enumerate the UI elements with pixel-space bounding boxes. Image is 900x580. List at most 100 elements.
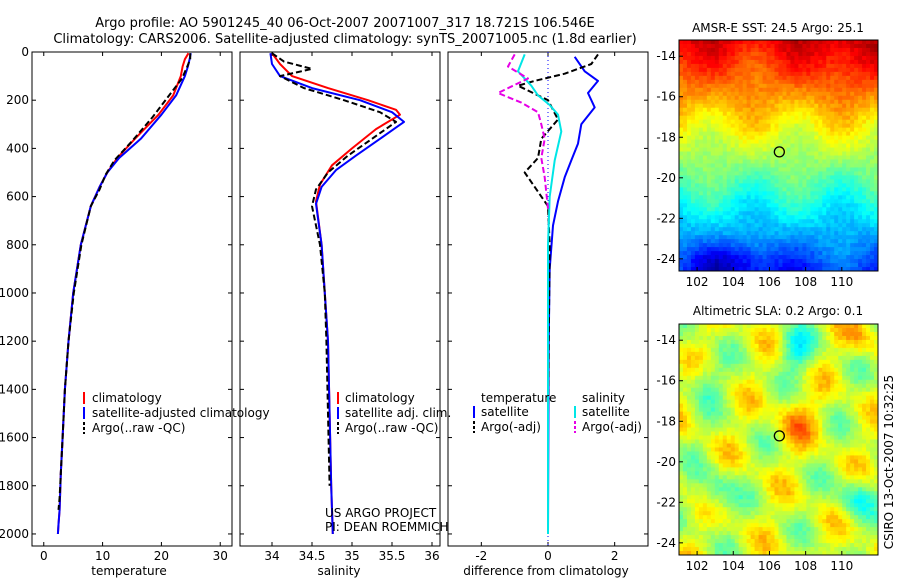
heatmap-cell (854, 91, 859, 97)
heatmap-cell (766, 103, 771, 109)
heatmap-cell (818, 215, 823, 220)
heatmap-cell (746, 163, 752, 168)
heatmap-cell (702, 339, 708, 345)
heatmap-cell (730, 383, 736, 389)
heatmap-cell (826, 239, 831, 244)
heatmap-cell (726, 183, 732, 188)
heatmap-cell (742, 63, 748, 69)
heatmap-cell (866, 75, 871, 81)
heatmap-cell (762, 191, 767, 196)
heatmap-cell (738, 551, 744, 555)
heatmap-cell (786, 167, 791, 172)
heatmap-cell (850, 179, 855, 184)
heatmap-cell (738, 59, 744, 65)
heatmap-cell (726, 419, 732, 424)
heatmap-cell (746, 83, 752, 89)
heatmap-cell (842, 127, 847, 132)
heatmap-cell (746, 391, 752, 397)
heatmap-cell (758, 147, 763, 152)
heatmap-cell (746, 347, 752, 353)
heatmap-cell (702, 463, 708, 468)
heatmap-cell (858, 91, 863, 97)
heatmap-cell (758, 255, 763, 260)
heatmap-cell (782, 367, 787, 373)
heatmap-cell (794, 475, 799, 480)
heatmap-cell (690, 395, 696, 401)
heatmap-cell (826, 203, 831, 208)
heatmap-cell (762, 87, 767, 93)
heatmap-cell (690, 519, 696, 524)
heatmap-cell (754, 403, 759, 409)
heatmap-cell (806, 115, 811, 121)
heatmap-cell (842, 135, 847, 140)
heatmap-cell (846, 239, 851, 244)
heatmap-cell (822, 131, 827, 136)
heatmap-cell (706, 163, 712, 168)
heatmap-cell (766, 71, 771, 77)
pi-annotation: PI: DEAN ROEMMICH (325, 520, 448, 534)
heatmap-cell (718, 263, 724, 268)
heatmap-cell (686, 415, 692, 420)
heatmap-cell (786, 43, 791, 49)
heatmap-cell (702, 451, 708, 456)
heatmap-cell (818, 199, 823, 204)
heatmap-cell (854, 143, 859, 148)
heatmap-cell (682, 391, 688, 397)
heatmap-cell (722, 519, 728, 524)
heatmap-cell (858, 63, 863, 69)
heatmap-cell (758, 527, 763, 532)
heatmap-cell (774, 451, 779, 456)
heatmap-cell (702, 491, 708, 496)
heatmap-cell (858, 243, 863, 248)
heatmap-cell (718, 431, 724, 436)
heatmap-cell (690, 391, 696, 397)
heatmap-cell (726, 375, 732, 381)
heatmap-cell (818, 103, 823, 109)
heatmap-cell (738, 543, 744, 548)
heatmap-cell (870, 79, 875, 85)
heatmap-cell (770, 247, 775, 252)
heatmap-cell (786, 523, 791, 528)
heatmap-cell (690, 363, 696, 369)
heatmap-cell (782, 95, 787, 101)
salinity-panel-frame (239, 51, 441, 547)
heatmap-cell (750, 535, 756, 540)
heatmap-cell (690, 399, 696, 405)
heatmap-cell (794, 191, 799, 196)
heatmap-cell (706, 219, 712, 224)
heatmap-cell (778, 391, 783, 397)
heatmap-cell (786, 159, 791, 164)
heatmap-cell (770, 259, 775, 264)
heatmap-cell (710, 135, 716, 140)
heatmap-cell (710, 339, 716, 345)
heatmap-cell (682, 111, 688, 117)
heatmap-cell (702, 543, 708, 548)
heatmap-cell (686, 59, 692, 65)
heatmap-cell (730, 415, 736, 420)
heatmap-cell (734, 163, 740, 168)
heatmap-cell (710, 523, 716, 528)
heatmap-cell (679, 139, 684, 144)
heatmap-cell (770, 243, 775, 248)
heatmap-cell (746, 475, 752, 480)
heatmap-cell (778, 123, 783, 129)
heatmap-cell (746, 243, 752, 248)
heatmap-cell (706, 459, 712, 464)
heatmap-cell (782, 239, 787, 244)
heatmap-cell (738, 539, 744, 544)
heatmap-cell (754, 135, 759, 140)
heatmap-cell (694, 411, 700, 416)
heatmap-cell (722, 363, 728, 369)
heatmap-cell (818, 135, 823, 140)
heatmap-cell (690, 147, 696, 152)
heatmap-cell (686, 135, 692, 140)
heatmap-cell (834, 107, 839, 113)
heatmap-cell (730, 387, 736, 393)
heatmap-cell (734, 63, 740, 69)
heatmap-cell (718, 123, 724, 129)
heatmap-cell (730, 83, 736, 89)
heatmap-cell (838, 127, 843, 132)
heatmap-cell (710, 83, 716, 89)
salinity-plot: 34 34.5 35 35.5 36 (240, 51, 440, 563)
heatmap-cell (726, 427, 732, 432)
